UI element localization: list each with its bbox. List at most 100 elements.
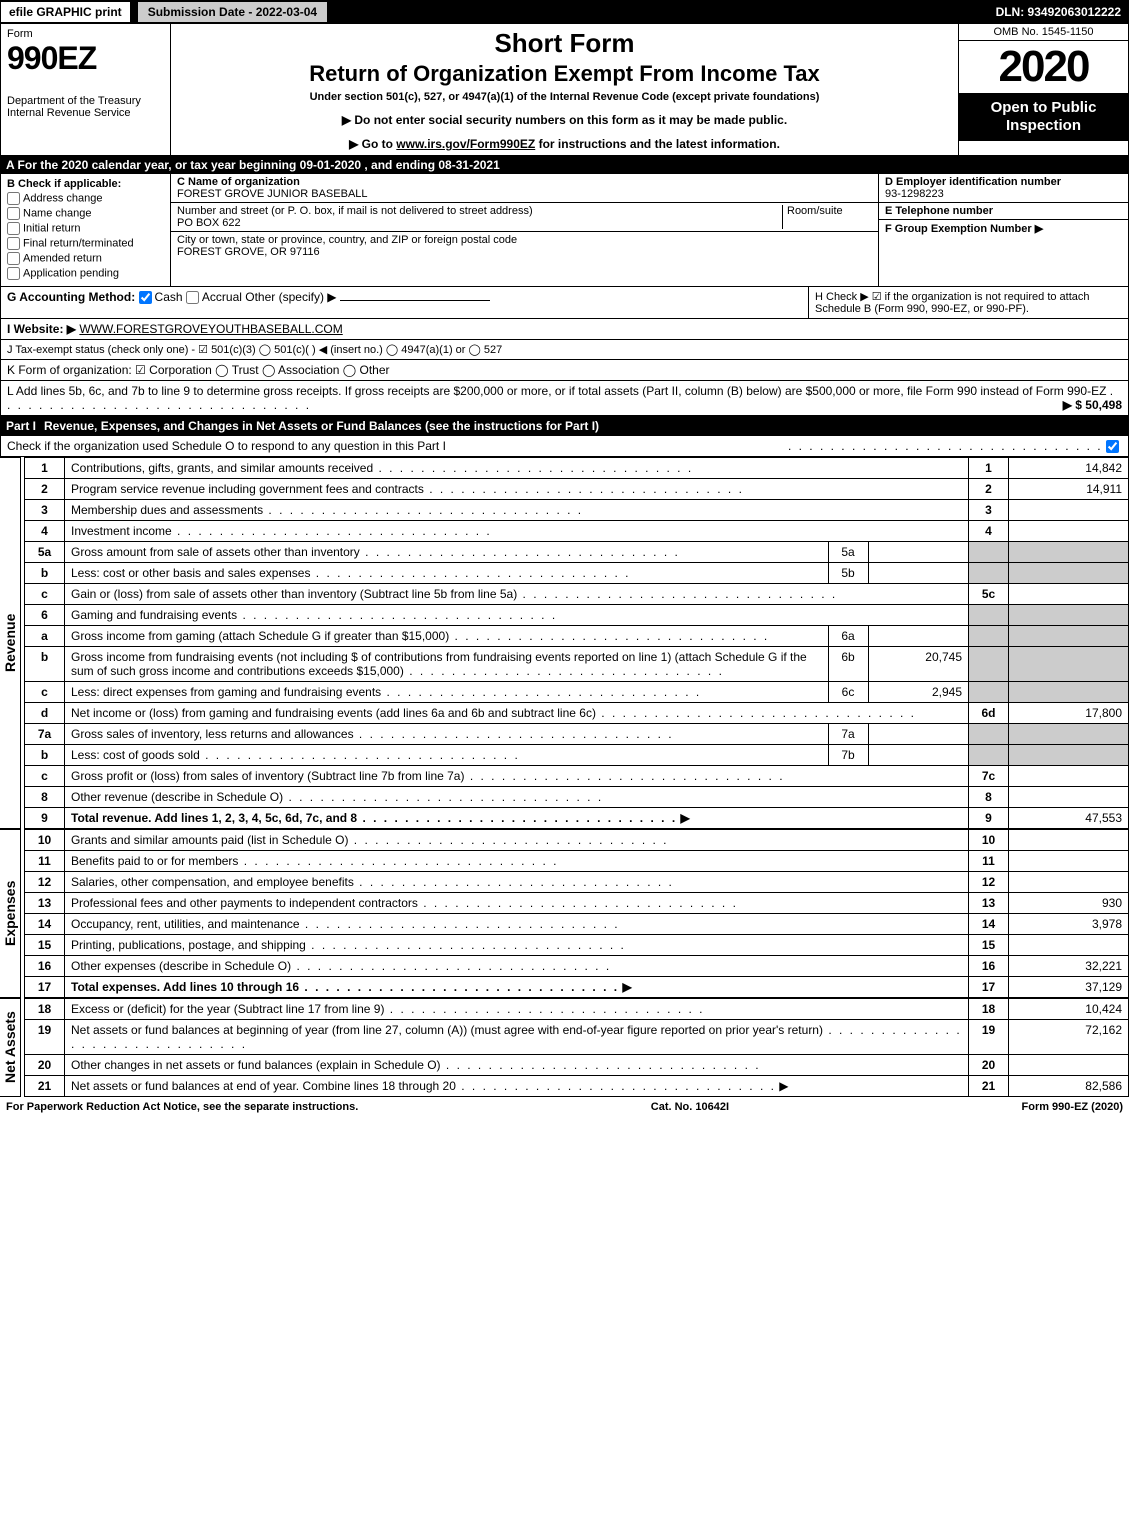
line-num: c [25, 766, 65, 787]
column-b: B Check if applicable: Address change Na… [1, 174, 171, 286]
line-num: 14 [25, 914, 65, 935]
line-num: 19 [25, 1020, 65, 1055]
line-row-8: 8Other revenue (describe in Schedule O)8 [25, 787, 1129, 808]
line-desc: Net assets or fund balances at beginning… [65, 1020, 969, 1055]
line-row-1: 1Contributions, gifts, grants, and simil… [25, 458, 1129, 479]
department: Department of the Treasury Internal Reve… [7, 95, 164, 119]
line-num: 3 [25, 500, 65, 521]
page-footer: For Paperwork Reduction Act Notice, see … [0, 1097, 1129, 1117]
line-amount: 47,553 [1009, 808, 1129, 829]
part1-check[interactable] [1106, 440, 1119, 453]
expenses-section: Expenses 10Grants and similar amounts pa… [0, 829, 1129, 998]
part1-header: Part I Revenue, Expenses, and Changes in… [0, 416, 1129, 436]
revenue-section: Revenue 1Contributions, gifts, grants, a… [0, 457, 1129, 829]
line-desc: Professional fees and other payments to … [65, 893, 969, 914]
city-value: FOREST GROVE, OR 97116 [177, 246, 320, 258]
sub-amt [868, 563, 968, 583]
line-desc: Less: cost or other basis and sales expe… [65, 563, 969, 584]
form-header: Form 990EZ Department of the Treasury In… [0, 24, 1129, 156]
line-num: 12 [25, 872, 65, 893]
group-label: F Group Exemption Number ▶ [885, 223, 1043, 235]
ein-label: D Employer identification number [885, 176, 1061, 188]
box-num: 6d [969, 703, 1009, 724]
city-label: City or town, state or province, country… [177, 234, 517, 246]
warning-goto: ▶ Go to www.irs.gov/Form990EZ for instru… [179, 137, 950, 151]
line-amount [1009, 787, 1129, 808]
tax-exempt-row: J Tax-exempt status (check only one) - ☑… [0, 340, 1129, 360]
check-pending[interactable]: Application pending [7, 267, 164, 280]
expenses-side: Expenses [0, 829, 24, 998]
sub-amt [868, 745, 968, 765]
line-amount: 3,978 [1009, 914, 1129, 935]
line-num: 11 [25, 851, 65, 872]
net-table: 18Excess or (deficit) for the year (Subt… [24, 998, 1129, 1097]
line-row-c: cGross profit or (loss) from sales of in… [25, 766, 1129, 787]
line-desc: Gross amount from sale of assets other t… [65, 542, 969, 563]
h-check: H Check ▶ ☑ if the organization is not r… [808, 287, 1128, 318]
line-amount [1009, 851, 1129, 872]
line-row-19: 19Net assets or fund balances at beginni… [25, 1020, 1129, 1055]
line-row-c: cLess: direct expenses from gaming and f… [25, 682, 1129, 703]
part1-sub-text: Check if the organization used Schedule … [7, 439, 446, 453]
line-row-d: dNet income or (loss) from gaming and fu… [25, 703, 1129, 724]
box-num: 15 [969, 935, 1009, 956]
box-num: 5c [969, 584, 1009, 605]
sub-amt [868, 724, 968, 744]
sub-num: 5a [828, 542, 868, 562]
line-row-b: bLess: cost of goods sold7b [25, 745, 1129, 766]
line-desc: Total revenue. Add lines 1, 2, 3, 4, 5c,… [65, 808, 969, 829]
line-amount [1009, 1055, 1129, 1076]
sub-amt: 2,945 [868, 682, 968, 702]
l-text: L Add lines 5b, 6c, and 7b to line 9 to … [7, 384, 1106, 398]
line-row-3: 3Membership dues and assessments3 [25, 500, 1129, 521]
box-num: 21 [969, 1076, 1009, 1097]
irs-link[interactable]: www.irs.gov/Form990EZ [396, 137, 535, 151]
box-num [969, 682, 1009, 703]
g-cash[interactable]: Cash [139, 290, 183, 304]
line-amount: 17,800 [1009, 703, 1129, 724]
part1-sub-dots [788, 439, 1103, 453]
form-number: 990EZ [7, 40, 164, 77]
line-desc: Excess or (deficit) for the year (Subtra… [65, 999, 969, 1020]
part1-title: Revenue, Expenses, and Changes in Net As… [44, 419, 1123, 433]
tel-row: E Telephone number [879, 203, 1128, 220]
check-name-change[interactable]: Name change [7, 207, 164, 220]
city-row: City or town, state or province, country… [171, 232, 878, 260]
box-num: 17 [969, 977, 1009, 998]
line-desc: Benefits paid to or for members [65, 851, 969, 872]
g-accrual[interactable]: Accrual [186, 290, 242, 304]
top-bar: efile GRAPHIC print Submission Date - 20… [0, 0, 1129, 24]
identity-row: B Check if applicable: Address change Na… [0, 174, 1129, 287]
dln: DLN: 93492063012222 [988, 2, 1129, 22]
line-num: c [25, 682, 65, 703]
under-section: Under section 501(c), 527, or 4947(a)(1)… [179, 91, 950, 103]
l-row: L Add lines 5b, 6c, and 7b to line 9 to … [0, 381, 1129, 416]
box-num: 3 [969, 500, 1009, 521]
box-num [969, 626, 1009, 647]
header-center: Short Form Return of Organization Exempt… [171, 24, 958, 155]
section-a: A For the 2020 calendar year, or tax yea… [0, 156, 1129, 174]
box-num [969, 647, 1009, 682]
k-row: K Form of organization: ☑ Corporation ◯ … [0, 360, 1129, 381]
net-side: Net Assets [0, 998, 24, 1097]
line-desc: Net assets or fund balances at end of ye… [65, 1076, 969, 1097]
ein-row: D Employer identification number 93-1298… [879, 174, 1128, 203]
line-amount [1009, 584, 1129, 605]
box-num: 19 [969, 1020, 1009, 1055]
submission-date: Submission Date - 2022-03-04 [137, 1, 328, 23]
line-amount [1009, 745, 1129, 766]
tel-label: E Telephone number [885, 205, 993, 217]
column-d: D Employer identification number 93-1298… [878, 174, 1128, 286]
line-num: 21 [25, 1076, 65, 1097]
line-amount [1009, 935, 1129, 956]
line-amount: 14,911 [1009, 479, 1129, 500]
line-desc: Other revenue (describe in Schedule O) [65, 787, 969, 808]
line-num: 4 [25, 521, 65, 542]
line-num: 15 [25, 935, 65, 956]
check-final-return[interactable]: Final return/terminated [7, 237, 164, 250]
group-row: F Group Exemption Number ▶ [879, 220, 1128, 237]
line-amount: 82,586 [1009, 1076, 1129, 1097]
check-amended[interactable]: Amended return [7, 252, 164, 265]
check-initial-return[interactable]: Initial return [7, 222, 164, 235]
check-address-change[interactable]: Address change [7, 192, 164, 205]
